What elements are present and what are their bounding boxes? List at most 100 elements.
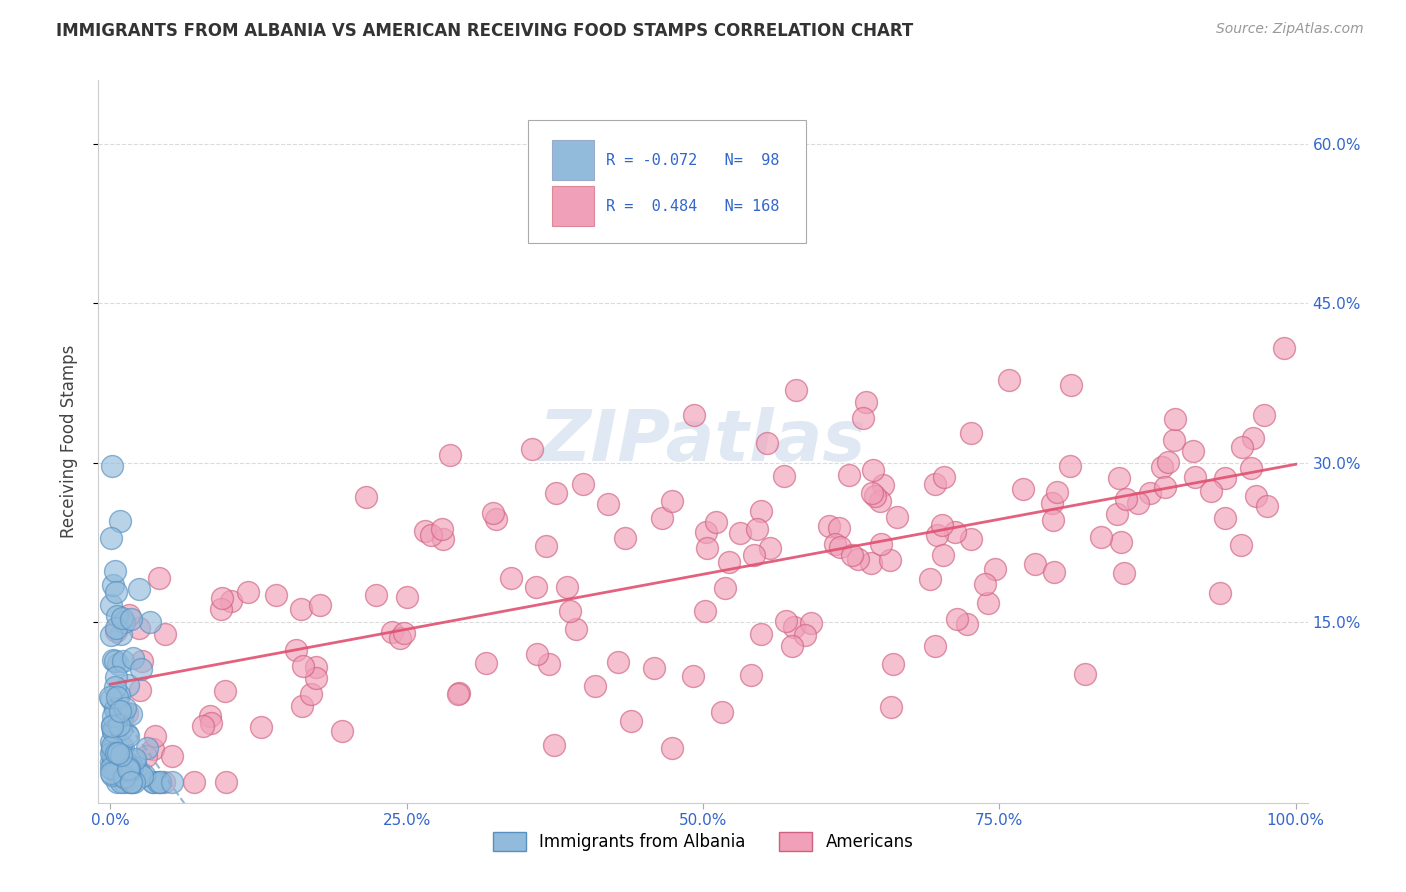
Point [855,394,877,409]
Point [1114,566,1136,581]
Point [105,703,128,717]
Point [330,724,353,739]
Point [420,527,443,541]
Point [103,709,125,723]
Point [120,706,142,721]
Point [824,537,846,551]
Point [100,692,122,706]
Point [100,531,122,545]
Point [869,536,891,550]
Point [932,549,955,563]
Point [104,680,127,694]
Point [110,738,132,752]
Point [1105,507,1128,521]
Point [292,658,315,673]
Point [101,578,124,592]
Point [439,448,461,462]
Point [149,774,172,789]
Point [1213,471,1236,485]
Point [134,768,156,782]
Text: R = -0.072   N=  98: R = -0.072 N= 98 [606,153,780,168]
Point [198,709,221,723]
Point [131,654,153,668]
Point [1042,513,1064,527]
Point [101,723,124,737]
Point [485,511,508,525]
Point [696,541,718,556]
Point [860,556,883,570]
Point [775,614,797,628]
Point [1256,499,1278,513]
Point [841,548,863,562]
Point [538,657,561,671]
Point [305,660,328,674]
Point [142,774,165,789]
Point [1154,479,1177,493]
Point [613,531,636,545]
Point [683,408,706,422]
Point [818,519,841,533]
Point [101,723,124,737]
Point [713,581,735,595]
Point [209,602,232,616]
Point [105,774,128,789]
Point [101,747,124,762]
Point [105,624,128,638]
Point [620,714,643,728]
Point [105,609,128,624]
Point [110,626,132,640]
Point [1184,469,1206,483]
Point [756,436,779,450]
Point [115,727,138,741]
Point [882,657,904,672]
Point [1074,666,1097,681]
Point [108,704,131,718]
Point [661,741,683,756]
Point [108,718,131,732]
Point [122,755,145,769]
Point [745,522,768,536]
FancyBboxPatch shape [551,140,595,180]
Point [101,739,124,753]
Point [693,604,716,618]
Point [149,774,172,789]
Point [108,750,131,764]
Point [309,598,332,612]
Point [112,705,135,719]
Point [101,719,124,733]
Point [124,774,146,789]
Point [793,627,815,641]
Point [1163,433,1185,447]
Point [107,746,129,760]
Point [103,725,125,739]
Text: R =  0.484   N= 168: R = 0.484 N= 168 [606,199,780,214]
Point [583,679,606,693]
Point [131,662,153,676]
Point [107,688,129,702]
Point [946,612,969,626]
Point [565,623,588,637]
Point [236,585,259,599]
Point [183,774,205,789]
Point [1111,535,1133,549]
Point [214,683,236,698]
Point [1108,471,1130,485]
Point [120,774,142,789]
Point [118,774,141,789]
Point [107,657,129,671]
Point [112,770,135,784]
Point [543,738,565,752]
Point [782,640,804,654]
Point [284,643,307,657]
Point [100,746,122,760]
Point [960,532,983,546]
Point [112,615,135,629]
Point [872,477,894,491]
Point [852,411,875,425]
Point [800,615,823,630]
Point [1164,412,1187,426]
Point [122,650,145,665]
Point [1115,491,1137,506]
Point [931,517,953,532]
Point [1199,484,1222,499]
